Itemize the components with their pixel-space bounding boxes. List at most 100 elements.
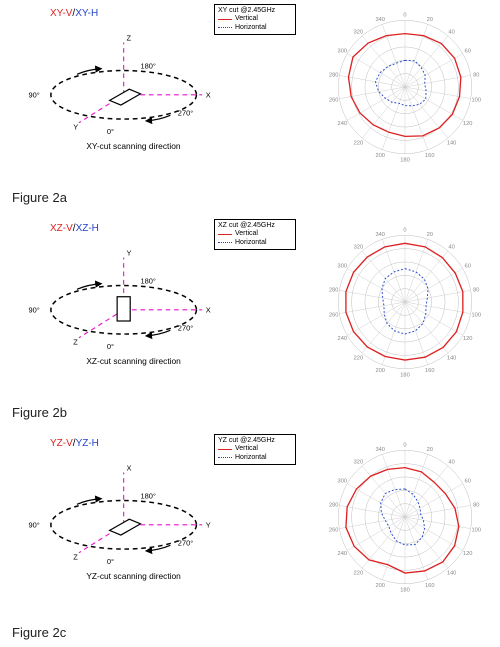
svg-text:90°: 90° — [28, 521, 39, 530]
svg-text:80: 80 — [473, 502, 479, 508]
svg-text:60: 60 — [465, 479, 471, 485]
svg-text:180: 180 — [400, 372, 410, 378]
svg-text:320: 320 — [354, 29, 364, 35]
cut-title: XZ-V/XZ-H — [50, 223, 99, 234]
svg-text:120: 120 — [463, 551, 473, 557]
svg-text:0: 0 — [403, 227, 406, 233]
panel-c: YZ-V/YZ-H YZ cut @2.45GHz Vertical Horiz… — [0, 430, 500, 647]
svg-text:180°: 180° — [140, 277, 155, 286]
svg-text:260: 260 — [329, 527, 339, 533]
svg-text:240: 240 — [338, 336, 348, 342]
svg-text:80: 80 — [473, 287, 479, 293]
title-v: XZ-V — [50, 223, 73, 234]
svg-text:Z: Z — [126, 34, 131, 43]
legend-title: XZ cut @2.45GHz — [218, 222, 292, 230]
svg-text:Z: Z — [73, 552, 78, 561]
svg-text:270°: 270° — [178, 323, 193, 332]
svg-text:20: 20 — [427, 232, 433, 238]
svg-text:320: 320 — [354, 459, 364, 465]
legend: XY cut @2.45GHz Vertical Horizontal — [214, 4, 296, 35]
legend-row: Vertical — [218, 230, 292, 238]
figure-label: Figure 2b — [12, 405, 67, 420]
svg-text:X: X — [206, 306, 211, 315]
legend-swatch — [218, 19, 232, 20]
svg-text:Y: Y — [206, 521, 211, 530]
svg-text:160: 160 — [425, 583, 435, 589]
legend-row: Horizontal — [218, 454, 292, 462]
svg-text:90°: 90° — [28, 91, 39, 100]
panel-b: XZ-V/XZ-H XZ cut @2.45GHz Vertical Horiz… — [0, 215, 500, 430]
svg-text:140: 140 — [447, 570, 457, 576]
scan-diagram: Y X Z 180° 90° 0° 270° XZ-cut scanning d… — [14, 237, 224, 377]
legend: YZ cut @2.45GHz Vertical Horizontal — [214, 434, 296, 465]
svg-text:20: 20 — [427, 447, 433, 453]
svg-text:240: 240 — [338, 551, 348, 557]
legend-title: YZ cut @2.45GHz — [218, 437, 292, 445]
svg-text:220: 220 — [354, 570, 364, 576]
svg-text:140: 140 — [447, 355, 457, 361]
legend-label: Vertical — [235, 230, 258, 238]
svg-text:260: 260 — [329, 97, 339, 103]
svg-text:80: 80 — [473, 72, 479, 78]
svg-text:X: X — [206, 91, 211, 100]
svg-text:160: 160 — [425, 368, 435, 374]
scan-diagram: Z X Y 180° 90° 0° 270° XY-cut scanning d… — [14, 22, 224, 162]
svg-text:140: 140 — [447, 140, 457, 146]
svg-text:320: 320 — [354, 244, 364, 250]
title-h: YZ-H — [76, 438, 99, 449]
figure-label: Figure 2c — [12, 625, 66, 640]
svg-text:120: 120 — [463, 336, 473, 342]
svg-text:0: 0 — [403, 442, 406, 448]
title-h: XZ-H — [76, 223, 99, 234]
svg-text:280: 280 — [329, 502, 339, 508]
legend-row: Vertical — [218, 445, 292, 453]
svg-text:340: 340 — [375, 17, 385, 23]
svg-text:120: 120 — [463, 121, 473, 127]
legend-title: XY cut @2.45GHz — [218, 7, 292, 15]
legend: XZ cut @2.45GHz Vertical Horizontal — [214, 219, 296, 250]
svg-text:XZ-cut scanning direction: XZ-cut scanning direction — [86, 356, 181, 366]
panel-a: XY-V/XY-H XY cut @2.45GHz Vertical Horiz… — [0, 0, 500, 215]
svg-text:0°: 0° — [107, 557, 114, 566]
svg-text:240: 240 — [338, 121, 348, 127]
figure-label: Figure 2a — [12, 190, 67, 205]
legend-row: Horizontal — [218, 24, 292, 32]
svg-text:300: 300 — [338, 264, 348, 270]
svg-text:Z: Z — [73, 337, 78, 346]
cut-title: XY-V/XY-H — [50, 8, 98, 19]
svg-text:100: 100 — [472, 527, 482, 533]
svg-text:180°: 180° — [140, 62, 155, 71]
svg-text:200: 200 — [375, 368, 385, 374]
svg-text:180°: 180° — [140, 492, 155, 501]
svg-text:180: 180 — [400, 157, 410, 163]
title-v: XY-V — [50, 8, 72, 19]
svg-text:220: 220 — [354, 140, 364, 146]
svg-text:60: 60 — [465, 264, 471, 270]
svg-text:280: 280 — [329, 287, 339, 293]
svg-text:300: 300 — [338, 479, 348, 485]
legend-row: Vertical — [218, 15, 292, 23]
legend-swatch — [218, 234, 232, 235]
legend-label: Vertical — [235, 445, 258, 453]
svg-text:60: 60 — [465, 49, 471, 55]
svg-text:280: 280 — [329, 72, 339, 78]
svg-text:340: 340 — [375, 447, 385, 453]
svg-text:90°: 90° — [28, 306, 39, 315]
svg-text:160: 160 — [425, 153, 435, 159]
svg-text:100: 100 — [472, 312, 482, 318]
svg-text:40: 40 — [448, 459, 454, 465]
legend-row: Horizontal — [218, 239, 292, 247]
title-v: YZ-V — [50, 438, 73, 449]
svg-text:X: X — [126, 464, 131, 473]
scan-diagram: X Y Z 180° 90° 0° 270° YZ-cut scanning d… — [14, 452, 224, 592]
svg-text:270°: 270° — [178, 108, 193, 117]
svg-text:100: 100 — [472, 97, 482, 103]
legend-label: Horizontal — [235, 239, 267, 247]
svg-text:Y: Y — [73, 122, 78, 131]
svg-text:220: 220 — [354, 355, 364, 361]
svg-text:40: 40 — [448, 29, 454, 35]
cut-title: YZ-V/YZ-H — [50, 438, 99, 449]
svg-text:XY-cut scanning direction: XY-cut scanning direction — [86, 141, 181, 151]
svg-text:0°: 0° — [107, 127, 114, 136]
svg-text:260: 260 — [329, 312, 339, 318]
